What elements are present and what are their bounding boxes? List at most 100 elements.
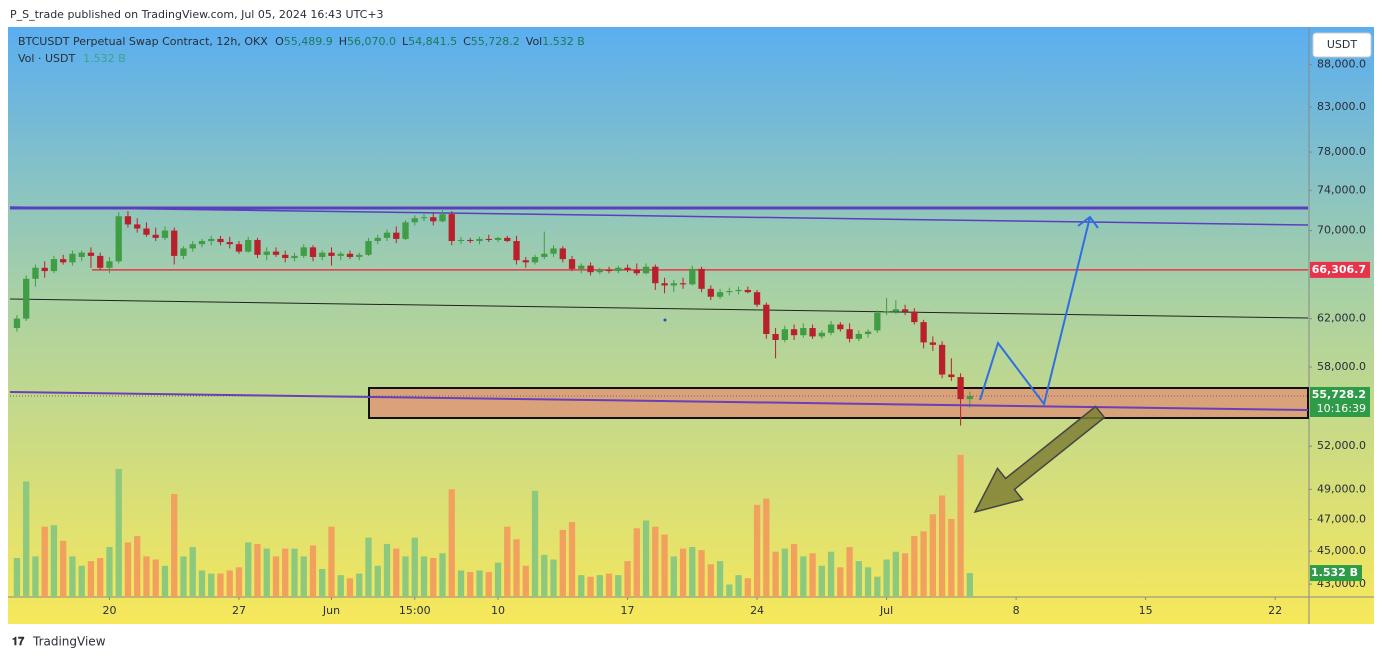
volume-bar	[300, 556, 307, 597]
volume-bar	[948, 518, 955, 597]
candle-body	[69, 253, 76, 263]
volume-bar	[716, 561, 724, 597]
volume-bar	[966, 573, 973, 597]
volume-bar	[124, 542, 132, 597]
volume-bar	[772, 551, 779, 597]
currency-button-label[interactable]: USDT	[1327, 38, 1358, 51]
volume-bar	[356, 573, 363, 597]
volume-bar	[911, 536, 918, 597]
candle-body	[189, 244, 196, 249]
candle-body	[809, 328, 816, 337]
volume-bar	[411, 537, 418, 597]
candle-body	[679, 283, 687, 285]
volume-bar	[467, 572, 474, 597]
y-tick-label: 49,000.0	[1317, 482, 1366, 495]
footer-text: TradingView	[32, 635, 106, 649]
volume-bar	[689, 547, 696, 597]
candle-body	[790, 329, 798, 336]
candle-body	[60, 259, 67, 263]
volume-bar	[106, 547, 113, 597]
candle-body	[171, 230, 178, 256]
volume-bar	[726, 584, 733, 597]
candle-body	[245, 239, 252, 252]
candle-body	[827, 324, 835, 333]
y-tick-label: 62,000.0	[1317, 312, 1366, 325]
volume-bar	[827, 551, 835, 597]
x-tick-label: 15	[1139, 604, 1153, 617]
candle-body	[78, 252, 85, 257]
candle-body	[929, 342, 936, 345]
candle-body	[504, 237, 511, 242]
candle-body	[198, 241, 206, 245]
currency-button[interactable]	[1312, 32, 1372, 58]
candle-body	[578, 265, 585, 269]
x-tick-label: 15:00	[399, 604, 431, 617]
volume-bar	[818, 565, 825, 597]
price-line-label: 66,306.7	[1312, 263, 1366, 276]
candle-body	[124, 216, 132, 225]
volume-bar	[753, 504, 761, 597]
candle-body	[541, 253, 548, 257]
candle-body	[587, 265, 594, 273]
candle-body	[624, 267, 631, 270]
volume-bar	[735, 575, 742, 597]
candle-body	[652, 266, 659, 284]
candle-body	[319, 252, 326, 257]
volume-bar	[596, 575, 603, 597]
volume-bar	[901, 553, 909, 597]
legend-value: 55,728.2	[471, 35, 520, 48]
volume-bar	[115, 468, 122, 597]
candle-body	[23, 278, 30, 319]
x-tick-label: 10	[491, 604, 505, 617]
legend-line: BTCUSDT Perpetual Swap Contract, 12h, OK…	[18, 35, 585, 48]
candle-body	[531, 256, 539, 263]
volume-bar	[32, 556, 39, 597]
candle-body	[494, 237, 502, 240]
candle-body	[948, 374, 955, 378]
volume-bar	[929, 514, 936, 597]
candle-body	[467, 239, 474, 242]
volume-bar	[97, 557, 104, 597]
legend-key: O	[275, 35, 284, 48]
volume-bar	[134, 536, 141, 597]
candle-body	[855, 333, 862, 339]
volume-bar	[383, 543, 391, 597]
dot	[663, 318, 667, 322]
y-tick-label: 47,000.0	[1317, 513, 1366, 526]
volume-tag-label: 1.532 B	[1311, 566, 1358, 579]
arrow	[973, 405, 1106, 514]
volume-bar	[365, 537, 372, 597]
trendline	[9, 206, 1309, 226]
volume-bar	[679, 548, 687, 597]
candle-body	[485, 238, 492, 240]
volume-bar	[152, 559, 159, 597]
candle-body	[115, 216, 122, 262]
candle-body	[670, 283, 677, 286]
volume-bar	[938, 495, 946, 597]
candle-body	[337, 253, 344, 256]
volume-bar	[504, 526, 511, 597]
candle-body	[411, 218, 418, 223]
volume-bar	[245, 542, 252, 597]
volume-bar	[198, 570, 206, 597]
legend-value: 56,070.0	[347, 35, 396, 48]
volume-bar	[661, 534, 668, 597]
drawings-over	[9, 215, 1309, 514]
volume-bar	[50, 525, 58, 597]
volume-bar	[430, 557, 437, 597]
y-tick-label: 70,000.0	[1317, 224, 1366, 237]
chart-background	[8, 27, 1374, 624]
candle-body	[476, 238, 483, 242]
price-line-tag	[1310, 261, 1370, 278]
volume-bar	[790, 543, 798, 597]
volume-bar	[208, 573, 215, 597]
volume-bar	[189, 547, 196, 597]
candle-body	[402, 222, 409, 239]
volume-bar	[23, 481, 30, 597]
candle-body	[328, 252, 335, 256]
candle-body	[633, 269, 640, 274]
volume-bar	[957, 454, 964, 597]
volume-bar	[652, 526, 659, 597]
